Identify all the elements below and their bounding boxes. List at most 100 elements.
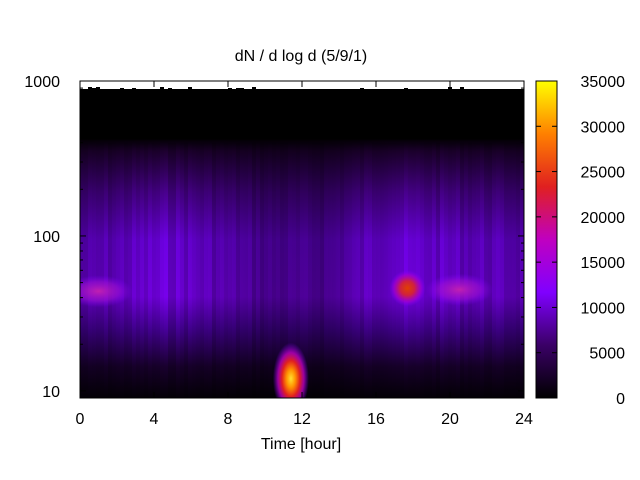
- y-tick-label: 100: [33, 229, 60, 246]
- heatmap-top-cell: [428, 100, 432, 140]
- heatmap-top-cell: [420, 100, 424, 140]
- heatmap-stripe: [336, 142, 340, 398]
- heatmap-stripe: [464, 142, 468, 398]
- heatmap-top-cell: [480, 101, 484, 140]
- heatmap-top-cell: [188, 87, 192, 140]
- heatmap-top-cell: [156, 90, 160, 140]
- heatmap-stripe: [164, 143, 168, 398]
- heatmap-stripe: [160, 143, 164, 398]
- heatmap-stripe: [412, 142, 416, 398]
- heatmap-stripe: [188, 142, 192, 398]
- heatmap-stripe: [368, 142, 372, 398]
- heatmap-top-cell: [264, 94, 268, 140]
- heatmap-top-cell: [416, 106, 420, 140]
- heatmap-top-cell: [84, 90, 88, 140]
- heatmap-top-cell: [444, 93, 448, 140]
- heatmap-stripe: [496, 143, 500, 398]
- heatmap-stripe: [292, 142, 296, 398]
- heatmap-stripe: [92, 142, 96, 398]
- x-tick-label: 20: [441, 411, 459, 428]
- heatmap-top-cell: [360, 88, 364, 140]
- heatmap-top-cell: [144, 92, 148, 140]
- heatmap-stripe: [512, 142, 516, 398]
- heatmap-top-cell: [340, 97, 344, 140]
- heatmap-stripe: [500, 143, 504, 398]
- heatmap-top-cell: [168, 88, 172, 140]
- heatmap-top-cell: [308, 96, 312, 140]
- heatmap-top-cell: [448, 87, 452, 140]
- heatmap-stripe: [488, 142, 492, 398]
- heatmap-top-cell: [292, 100, 296, 140]
- heatmap-top-cell: [176, 89, 180, 140]
- heatmap-stripe: [100, 142, 104, 398]
- heatmap-top-cell: [320, 95, 324, 140]
- heatmap-stripe: [204, 142, 208, 398]
- heatmap-stripe: [140, 142, 144, 398]
- colorbar-tick-label: 5000: [589, 346, 625, 363]
- heatmap-top-cell: [224, 94, 228, 140]
- heatmap-stripe: [224, 142, 228, 398]
- heatmap-top-cell: [284, 89, 288, 140]
- heatmap-stripe: [476, 142, 480, 398]
- heatmap-band: [80, 275, 133, 308]
- heatmap-top-cell: [412, 96, 416, 140]
- heatmap-stripe: [480, 143, 484, 398]
- heatmap-stripe: [424, 142, 428, 398]
- heatmap-stripe: [108, 142, 112, 398]
- heatmap-top-cell: [136, 94, 140, 140]
- heatmap-stripe: [316, 142, 320, 398]
- heatmap-top-cell: [356, 95, 360, 140]
- heatmap-top-cell: [236, 88, 240, 140]
- chart-title: dN / d log d (5/9/1): [235, 48, 368, 65]
- heatmap-top-cell: [456, 97, 460, 140]
- heatmap-stripe: [468, 142, 472, 398]
- heatmap-stripe: [356, 142, 360, 398]
- heatmap-top-cell: [364, 106, 368, 140]
- heatmap-band: [425, 273, 494, 306]
- heatmap-stripe: [472, 142, 476, 398]
- colorbar: [535, 80, 558, 399]
- heatmap-top-cell: [472, 100, 476, 140]
- heatmap-top-cell: [336, 105, 340, 140]
- heatmap-stripe: [372, 142, 376, 398]
- heatmap-top-cell: [372, 100, 376, 140]
- heatmap-stripe: [380, 142, 384, 398]
- heatmap-stripe: [244, 142, 248, 398]
- heatmap-stripe: [320, 142, 324, 398]
- heatmap-stripe: [456, 143, 460, 398]
- heatmap-stripe: [120, 142, 124, 398]
- colorbar-tick-label: 30000: [581, 119, 626, 136]
- heatmap-stripe: [268, 142, 272, 398]
- heatmap-stripe: [420, 142, 424, 398]
- heatmap-top-cell: [424, 90, 428, 140]
- heatmap-stripe: [176, 143, 180, 398]
- heatmap-top-cell: [296, 96, 300, 140]
- heatmap-stripe: [484, 142, 488, 398]
- heatmap-top-cell: [268, 97, 272, 140]
- heatmap-top-cell: [216, 99, 220, 140]
- heatmap-top-cell: [440, 97, 444, 140]
- heatmap-stripe: [232, 143, 236, 398]
- heatmap-stripe: [136, 142, 140, 398]
- heatmap-top-cell: [348, 99, 352, 140]
- heatmap-stripe: [344, 142, 348, 398]
- heatmap-peak: [389, 270, 426, 307]
- heatmap-top-cell: [88, 87, 92, 140]
- heatmap-top-cell: [376, 94, 380, 140]
- heatmap-top-cell: [100, 97, 104, 140]
- heatmap-stripe: [96, 142, 100, 398]
- heatmap-top-cell: [200, 101, 204, 140]
- x-tick-label: 4: [150, 411, 159, 428]
- heatmap-top-cell: [404, 88, 408, 140]
- heatmap-stripe: [392, 142, 396, 398]
- heatmap-top-cell: [256, 99, 260, 140]
- heatmap-stripes: [80, 142, 524, 398]
- y-tick-label: 10: [42, 384, 60, 401]
- colorbar-tick-label: 10000: [581, 300, 626, 317]
- x-axis-ticks: 0 4 8 12 16 20 24: [76, 81, 533, 428]
- heatmap-top-cell: [276, 97, 280, 140]
- heatmap-stripe: [400, 142, 404, 398]
- heatmap-stripe: [428, 142, 432, 398]
- heatmap-stripe: [144, 142, 148, 398]
